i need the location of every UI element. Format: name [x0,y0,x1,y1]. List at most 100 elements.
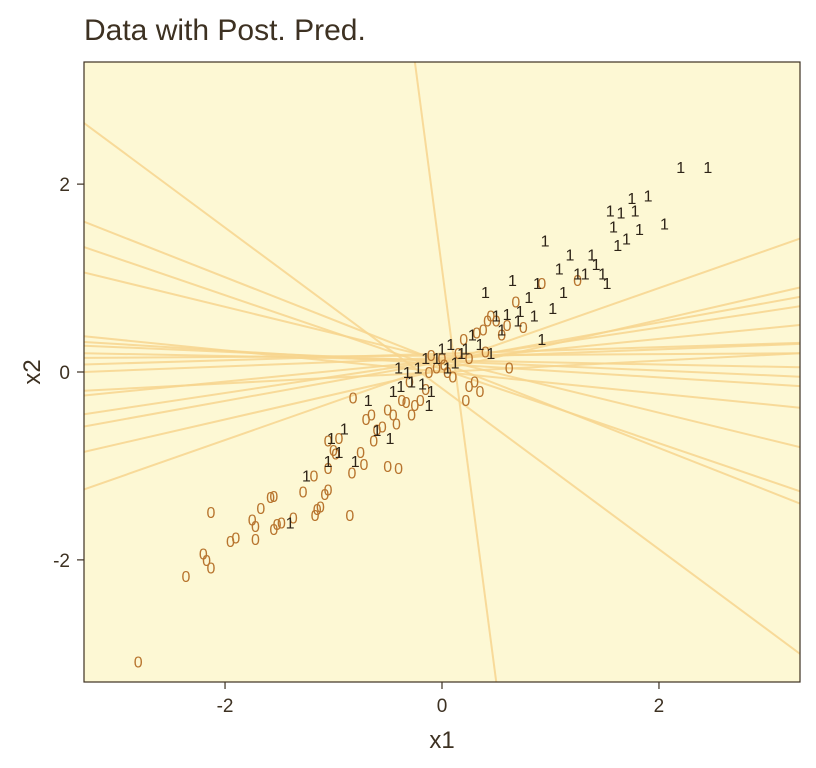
posterior-line-14 [84,295,800,428]
posterior-line-13 [84,305,800,416]
point-label-1-58: 1 [644,188,653,205]
point-label-1-6: 1 [351,454,360,471]
y-axis: -2 0 2 [53,175,84,572]
point-label-0-2: 0 [199,546,208,563]
point-label-0-23: 0 [320,487,329,504]
point-label-0-63: 0 [465,379,474,396]
point-label-0-49: 0 [410,398,419,415]
point-label-0-17: 0 [289,511,298,528]
point-label-0-26: 0 [324,434,333,451]
point-label-0-15: 0 [273,517,282,534]
point-label-0-73: 0 [503,318,512,335]
point-label-1-51: 1 [602,276,611,293]
point-label-0-40: 0 [383,403,392,420]
point-label-1-29: 1 [481,285,490,302]
point-label-1-4: 1 [334,445,343,462]
point-label-1-27: 1 [468,327,477,344]
point-label-0-21: 0 [313,502,322,519]
point-label-0-38: 0 [372,422,381,439]
point-label-0-52: 0 [425,365,434,382]
x-tick-label: -2 [217,696,234,717]
point-label-0-5: 0 [206,505,215,522]
posterior-line-8 [84,352,800,359]
point-label-1-3: 1 [327,431,336,448]
point-label-0-22: 0 [316,499,325,516]
point-label-1-52: 1 [609,219,618,236]
point-label-0-77: 0 [537,276,546,293]
point-label-0-61: 0 [461,393,470,410]
point-label-0-74: 0 [505,360,514,377]
point-label-0-27: 0 [329,443,338,460]
point-label-0-54: 0 [432,360,441,377]
point-label-0-36: 0 [367,407,376,424]
point-label-1-0: 1 [286,515,295,532]
point-label-1-47: 1 [581,266,590,283]
point-label-0-70: 0 [486,309,495,326]
point-label-1-19: 1 [427,384,436,401]
point-label-0-44: 0 [394,461,403,478]
point-label-1-62: 1 [631,203,640,220]
point-label-0-7: 0 [231,530,240,547]
point-label-0-31: 0 [348,466,357,483]
posterior-line-0 [84,122,800,655]
point-label-1-11: 1 [394,360,403,377]
point-label-0-67: 0 [479,323,488,340]
point-label-1-22: 1 [443,360,452,377]
point-label-1-25: 1 [457,346,466,363]
point-label-1-40: 1 [537,332,546,349]
posterior-lines [84,62,800,682]
point-label-0-51: 0 [421,382,430,399]
point-label-0-3: 0 [202,553,211,570]
point-label-1-26: 1 [461,342,470,359]
point-label-0-10: 0 [251,532,260,549]
point-label-1-5: 1 [340,421,349,438]
point-label-0-24: 0 [324,482,333,499]
point-label-1-48: 1 [587,248,596,265]
point-label-1-14: 1 [407,374,416,391]
point-label-0-28: 0 [331,447,340,464]
point-label-1-17: 1 [421,351,430,368]
point-label-0-68: 0 [481,344,490,361]
point-label-1-20: 1 [432,351,441,368]
point-label-0-45: 0 [397,393,406,410]
point-label-0-56: 0 [440,357,449,374]
point-label-0-75: 0 [511,295,520,312]
point-label-0-66: 0 [476,384,485,401]
point-label-1-30: 1 [486,346,495,363]
point-label-0-19: 0 [310,468,319,485]
point-label-0-58: 0 [448,370,457,387]
point-label-1-15: 1 [414,360,423,377]
point-label-1-46: 1 [573,266,582,283]
point-label-1-55: 1 [622,232,631,249]
point-label-0-59: 0 [454,346,463,363]
point-label-0-60: 0 [459,332,468,349]
point-label-0-42: 0 [389,407,398,424]
point-label-0-20: 0 [311,508,320,525]
y-tick-label: 2 [59,175,70,196]
point-label-0-25: 0 [324,461,333,478]
point-label-1-24: 1 [451,356,460,373]
point-label-0-6: 0 [226,534,235,551]
point-label-1-53: 1 [613,238,622,255]
posterior-line-9 [84,341,800,366]
point-label-0-35: 0 [362,412,371,429]
x-tick-label: 0 [437,696,448,717]
posterior-line-15 [84,286,800,453]
point-label-0-71: 0 [492,313,501,330]
point-label-0-34: 0 [359,457,368,474]
point-label-1-60: 1 [676,160,685,177]
posterior-line-17 [413,62,498,682]
y-tick-label: 0 [59,363,70,384]
point-label-1-18: 1 [425,398,434,415]
point-label-1-39: 1 [533,276,542,293]
point-label-1-61: 1 [606,203,615,220]
point-label-1-45: 1 [566,248,575,265]
point-label-1-59: 1 [660,217,669,234]
point-label-1-37: 1 [524,290,533,307]
point-label-0-55: 0 [438,351,447,368]
point-label-0-8: 0 [248,512,257,529]
point-label-0-46: 0 [402,395,411,412]
point-label-1-54: 1 [617,205,626,222]
point-label-0-69: 0 [483,313,492,330]
